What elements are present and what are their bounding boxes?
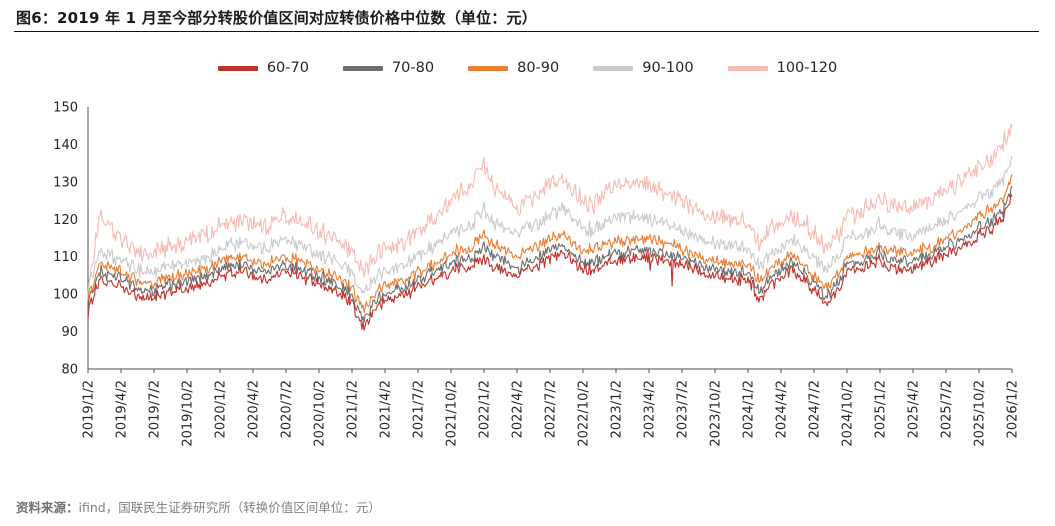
x-tick-label: 2022/7/2 xyxy=(544,380,559,438)
legend-color-swatch xyxy=(727,65,768,71)
legend-label: 60-70 xyxy=(266,60,309,76)
legend-item-100-120: 100-120 xyxy=(727,60,838,76)
figure-title: 图6：2019 年 1 月至今部分转股价值区间对应转债价格中位数（单位：元） xyxy=(16,9,537,27)
x-tick-label: 2020/7/2 xyxy=(280,380,295,438)
chart-legend: 60-70 70-80 80-90 90-100 100-120 xyxy=(0,60,1055,76)
legend-color-swatch xyxy=(342,65,383,71)
x-tick-label: 2022/1/2 xyxy=(478,380,493,438)
y-tick-label: 80 xyxy=(61,363,78,378)
x-tick-label: 2025/7/2 xyxy=(940,380,955,438)
x-tick-label: 2021/1/2 xyxy=(346,380,361,438)
y-tick-label: 120 xyxy=(53,213,78,228)
x-tick-label: 2020/10/2 xyxy=(313,380,328,447)
legend-label: 100-120 xyxy=(776,60,838,76)
x-tick-label: 2024/10/2 xyxy=(841,380,856,447)
x-tick-label: 2019/10/2 xyxy=(181,380,196,447)
x-tick-label: 2020/4/2 xyxy=(247,380,262,438)
source-note: 资料来源：ifind，国联民生证券研究所（转换价值区间单位：元） xyxy=(16,497,381,516)
y-tick-label: 90 xyxy=(61,325,78,340)
x-tick-label: 2025/1/2 xyxy=(874,380,889,438)
source-text: ifind，国联民生证券研究所（转换价值区间单位：元） xyxy=(78,500,381,515)
legend-item-80-90: 80-90 xyxy=(468,60,559,76)
series-line-60-70 xyxy=(87,193,1013,331)
source-label: 资料来源： xyxy=(16,500,79,515)
x-tick-label: 2025/10/2 xyxy=(973,380,988,447)
legend-item-60-70: 60-70 xyxy=(217,60,309,76)
x-tick-label: 2020/1/2 xyxy=(214,380,229,438)
legend-color-swatch xyxy=(217,65,258,71)
legend-label: 80-90 xyxy=(517,60,560,76)
x-tick-label: 2023/10/2 xyxy=(709,380,724,447)
x-tick-label: 2019/1/2 xyxy=(82,380,97,438)
x-tick-label: 2024/1/2 xyxy=(742,380,757,438)
x-tick-label: 2023/1/2 xyxy=(610,380,625,438)
x-tick-label: 2022/4/2 xyxy=(511,380,526,438)
series-line-90-100 xyxy=(87,155,1013,296)
legend-label: 70-80 xyxy=(391,60,435,76)
legend-color-swatch xyxy=(593,65,634,71)
y-tick-label: 100 xyxy=(53,288,78,303)
y-tick-label: 150 xyxy=(53,101,78,116)
x-tick-label: 2021/7/2 xyxy=(412,380,427,438)
title-divider xyxy=(14,31,1039,32)
legend-item-90-100: 90-100 xyxy=(593,60,694,76)
series-line-100-120 xyxy=(87,123,1013,300)
x-tick-label: 2019/7/2 xyxy=(148,380,163,438)
x-tick-label: 2026/1/2 xyxy=(1006,380,1021,438)
y-tick-label: 140 xyxy=(53,138,78,153)
x-tick-label: 2024/4/2 xyxy=(775,380,790,438)
x-tick-label: 2025/4/2 xyxy=(907,380,922,438)
series-line-80-90 xyxy=(87,174,1013,314)
legend-label: 90-100 xyxy=(642,60,694,76)
x-tick-label: 2023/4/2 xyxy=(643,380,658,438)
x-tick-label: 2021/4/2 xyxy=(379,380,394,438)
price-median-line-chart: 80 90 100 110 120 130 140 150 2019/1/2 2019/4/2 20… xyxy=(53,101,1021,447)
series-line-70-80 xyxy=(87,185,1013,323)
y-tick-label: 130 xyxy=(53,175,78,190)
y-tick-label: 110 xyxy=(53,250,78,265)
legend-item-70-80: 70-80 xyxy=(342,60,435,76)
x-tick-label: 2019/4/2 xyxy=(115,380,130,438)
x-tick-label: 2021/10/2 xyxy=(445,380,460,447)
legend-color-swatch xyxy=(468,65,509,71)
x-tick-label: 2022/10/2 xyxy=(577,380,592,447)
x-tick-label: 2023/7/2 xyxy=(676,380,691,438)
x-tick-label: 2024/7/2 xyxy=(808,380,823,438)
